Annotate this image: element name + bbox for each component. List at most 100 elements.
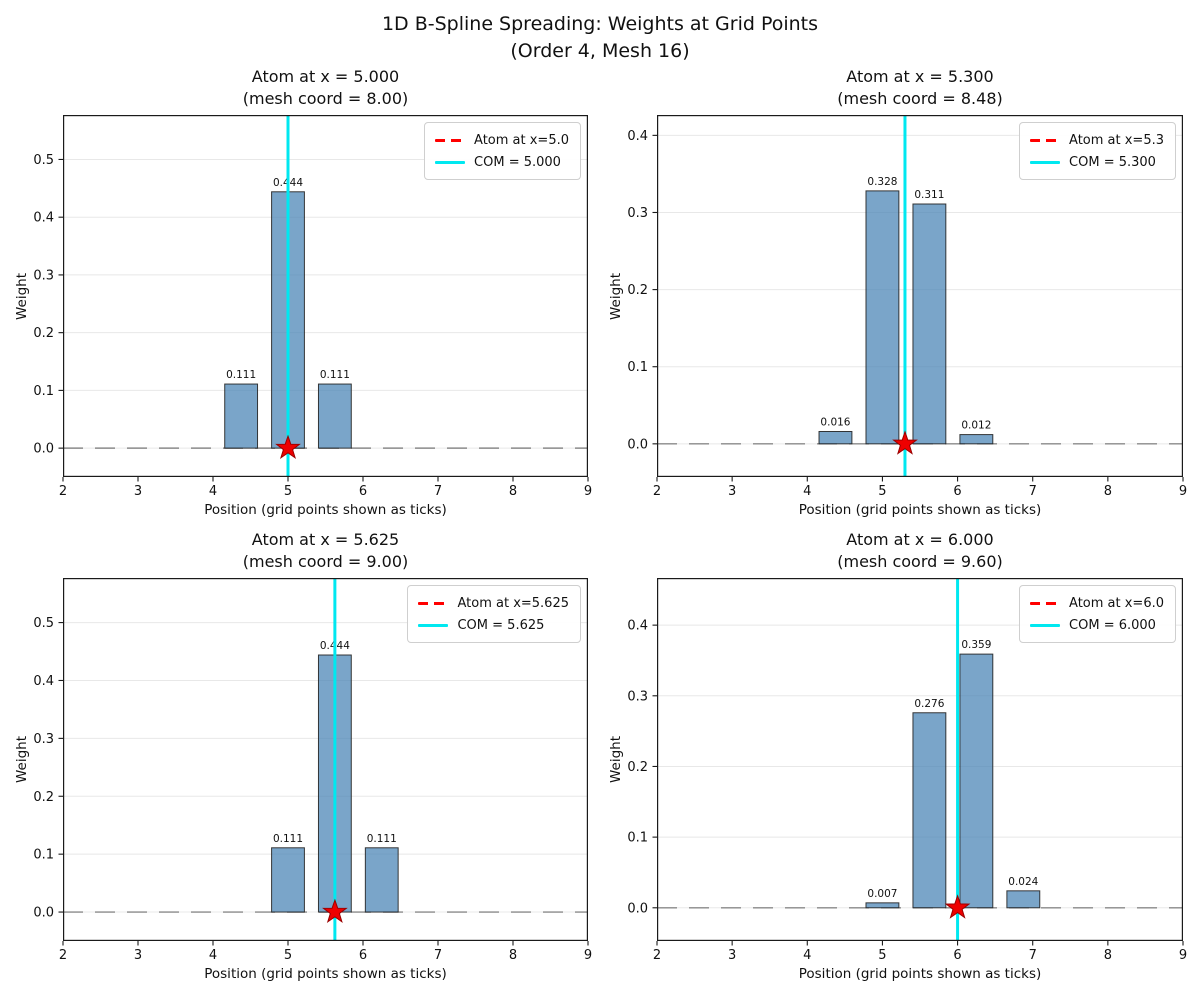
subplot-title-line2: (mesh coord = 9.00) [242,551,409,571]
weight-bar [317,383,352,449]
legend: Atom at x=5.3 COM = 5.300 [1019,122,1176,180]
weight-bar [271,847,305,913]
legend-entry-com: COM = 5.000 [435,151,569,173]
x-tick-label: 6 [359,484,367,499]
x-tick-label: 5 [284,948,292,963]
x-axis-label: Position (grid points shown as ticks) [798,502,1042,518]
bar-value-label: 0.311 [914,189,944,201]
legend-atom-label: Atom at x=5.3 [1069,132,1164,148]
atom-dashed-line-icon [435,138,466,142]
x-tick-label: 7 [1029,484,1037,499]
subplot-title: Atom at x = 5.625 (mesh coord = 9.00) [0,529,658,573]
subplot-title: Atom at x = 5.000 (mesh coord = 8.00) [0,66,658,110]
com-solid-line-icon [1030,623,1061,627]
legend-entry-atom: Atom at x=5.0 [435,129,569,151]
x-tick-label: 5 [284,484,292,499]
weight-bar [865,190,900,445]
atom-star-marker [275,434,301,460]
x-tick-label: 8 [1104,948,1112,963]
y-axis-label: Weight [14,735,30,784]
y-tick-label: 0.0 [33,906,54,921]
x-tick-label: 2 [59,948,67,963]
y-tick-label: 0.0 [33,442,54,457]
bar-value-label: 0.007 [867,888,897,900]
legend-entry-com: COM = 5.300 [1030,151,1164,173]
subplot-title-line1: Atom at x = 5.625 [251,529,400,549]
atom-dashed-line-icon [1030,601,1061,605]
y-tick-label: 0.2 [33,790,54,805]
subplot-title-line2: (mesh coord = 9.60) [837,551,1003,571]
bar-value-label: 0.328 [867,176,897,188]
subplot-title-line1: Atom at x = 5.000 [251,66,400,86]
legend-entry-atom: Atom at x=5.625 [418,592,569,614]
bar-value-label: 0.111 [226,369,256,381]
x-tick-label: 8 [509,484,517,499]
legend-entry-com: COM = 5.625 [418,614,569,636]
subplot-title: Atom at x = 5.300 (mesh coord = 8.48) [587,66,1200,110]
atom-dashed-line-icon [418,601,449,605]
x-tick-label: 3 [134,484,142,499]
bar-value-label: 0.024 [1008,876,1038,888]
bar-value-label: 0.016 [820,416,850,428]
x-tick-label: 2 [59,484,67,499]
weight-bar [1006,890,1041,909]
x-tick-label: 3 [728,484,736,499]
x-tick-label: 4 [803,484,811,499]
com-solid-line-icon [435,160,466,164]
weight-bar [865,902,900,909]
subplot-bottom-right: Atom at x = 6.000 (mesh coord = 9.60) We… [608,530,1187,982]
bar-value-label: 0.276 [914,698,944,710]
y-axis-label: Weight [608,735,624,784]
y-tick-label: 0.3 [627,206,648,221]
subplot-title-line2: (mesh coord = 8.00) [242,88,409,108]
y-tick-label: 0.4 [33,674,54,689]
legend-com-label: COM = 5.625 [457,617,545,633]
bar-value-label: 0.111 [320,369,350,381]
x-tick-label: 2 [653,948,661,963]
y-tick-label: 0.2 [627,760,648,775]
y-tick-label: 0.4 [627,619,648,634]
atom-dashed-line-icon [1030,138,1061,142]
x-tick-label: 3 [134,948,142,963]
x-tick-label: 8 [509,948,517,963]
x-tick-label: 8 [1104,484,1112,499]
com-solid-line-icon [1030,160,1061,164]
x-tick-label: 7 [1029,948,1037,963]
bar-value-label: 0.359 [961,639,991,651]
subplot-title-line1: Atom at x = 5.300 [846,66,994,86]
x-tick-label: 9 [1179,484,1187,499]
weight-bar [818,430,853,445]
weight-bar [912,203,947,445]
legend-atom-label: Atom at x=6.0 [1069,595,1164,611]
legend-atom-label: Atom at x=5.625 [457,595,569,611]
x-tick-label: 9 [584,948,592,963]
y-tick-label: 0.0 [627,437,648,452]
x-tick-label: 3 [728,948,736,963]
plot-area: 0.007 0.276 0.359 0.024 2 3 4 5 6 7 8 9 0.0 0.1 0.2 0.3… [627,578,1187,963]
plot-area: 0.1110.4440.111234567890.00.10.20.30.40.… [33,578,592,963]
y-tick-label: 0.5 [33,153,54,168]
y-axis-label: Weight [608,272,624,320]
atom-star-marker [892,430,918,455]
legend-entry-atom: Atom at x=6.0 [1030,592,1164,614]
x-axis-label: Position (grid points shown as ticks) [204,966,447,982]
x-tick-label: 4 [209,484,217,499]
y-tick-label: 0.1 [33,384,54,399]
legend: Atom at x=5.0 COM = 5.000 [424,122,581,180]
y-tick-label: 0.3 [33,732,54,747]
plot-area: 0.1110.4440.111234567890.00.10.20.30.40.… [33,115,592,499]
plot-area: 0.016 0.328 0.311 0.012 2 3 4 5 6 7 8 9 0.0 0.1 0.2 0.3… [627,115,1187,499]
legend-com-label: COM = 6.000 [1069,617,1156,633]
weight-bar [912,712,947,909]
y-tick-label: 0.1 [627,831,648,846]
subplot-title: Atom at x = 6.000 (mesh coord = 9.60) [587,529,1200,573]
y-tick-label: 0.3 [33,268,54,283]
weight-bar [959,653,994,909]
y-tick-label: 0.3 [627,689,648,704]
legend-entry-com: COM = 6.000 [1030,614,1164,636]
y-axis-label: Weight [14,272,30,320]
legend: Atom at x=6.0 COM = 6.000 [1019,585,1176,643]
axes-spines [657,578,1183,941]
axes-spines [63,578,588,941]
